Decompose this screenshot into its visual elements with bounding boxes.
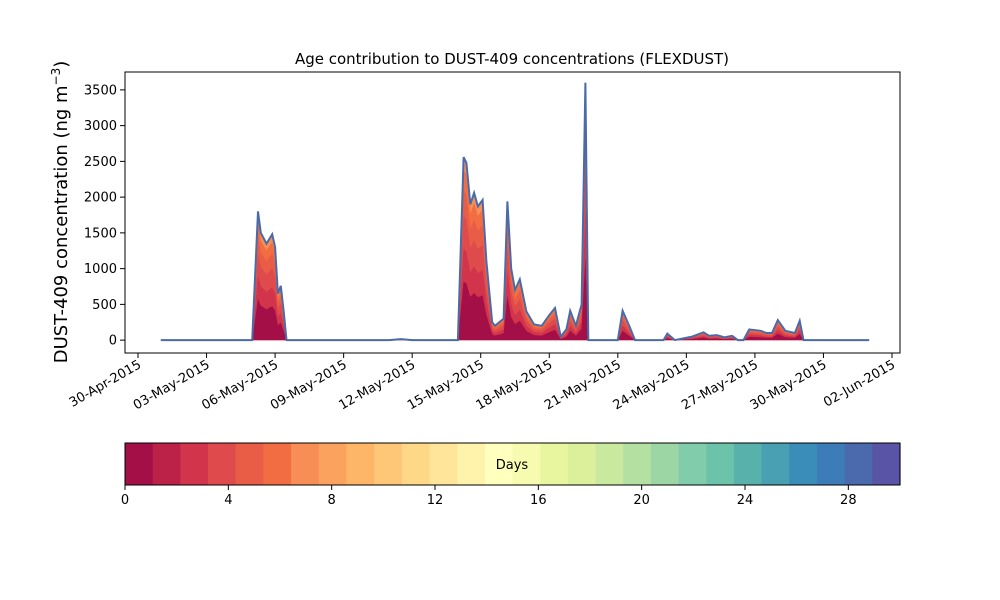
x-tick-label: 18-May-2015 [474,357,556,413]
colorbar-swatch [844,443,873,485]
colorbar-swatch [457,443,486,485]
colorbar-swatch [706,443,735,485]
total-concentration-line [160,82,870,342]
y-tick-label: 500 [92,298,117,313]
plot-frame [124,71,901,354]
colorbar-swatch [374,443,403,485]
colorbar-swatch [733,443,763,485]
x-tick-label: 06-May-2015 [199,357,281,413]
colorbar-swatch [650,443,680,485]
colorbar-swatch [318,443,348,485]
colorbar-swatch [789,443,818,485]
x-tick-label: 24-May-2015 [611,357,693,413]
x-tick-label: 21-May-2015 [542,357,624,413]
y-axis-label: DUST-409 concentration (ng m−3) [49,61,72,364]
colorbar-ticks: 0 4 8 12 16 20 24 28 [121,485,857,508]
y-axis-label-superscript: −3 [49,68,63,86]
colorbar-tick-label: 20 [633,493,650,508]
colorbar-frame [124,442,901,486]
colorbar-swatch [180,443,209,485]
x-axis-ticks: 30-Apr-201503-May-201506-May-201509-May-… [67,353,898,413]
x-tick-label: 09-May-2015 [268,357,350,413]
colorbar-swatch [567,443,597,485]
y-tick-label: 3500 [84,83,117,98]
y-tick-label: 2000 [84,191,117,206]
colorbar-swatch [595,443,624,485]
colorbar-tick-label: 8 [328,493,336,508]
colorbar-swatch [208,443,237,485]
y-tick-label: 0 [109,334,117,349]
colorbar-tick-label: 16 [530,493,547,508]
colorbar-swatch [512,443,541,485]
colorbar-swatch [401,443,431,485]
colorbar-tick-label: 28 [840,493,857,508]
colorbar-tick-label: 4 [224,493,232,508]
x-tick-label: 02-Jun-2015 [821,357,898,410]
y-tick-label: 1000 [84,262,117,277]
x-tick-label: 12-May-2015 [337,357,419,413]
colorbar-swatch [540,443,569,485]
age-colorbar [125,443,901,485]
x-tick-label: 03-May-2015 [131,357,213,413]
colorbar-swatch [235,443,264,485]
y-axis-label-close: ) [51,61,72,68]
colorbar-swatch [761,443,790,485]
colorbar-label: Days [496,458,529,473]
colorbar-tick-label: 0 [121,493,129,508]
x-tick-label: 15-May-2015 [405,357,487,413]
y-tick-label: 1500 [84,226,117,241]
colorbar-swatch [346,443,375,485]
y-tick-label: 2500 [84,155,117,170]
y-axis-label-main: DUST-409 concentration (ng m [51,85,72,363]
colorbar-swatch [678,443,707,485]
colorbar-swatch [872,443,901,485]
age-layers [160,82,870,341]
chart-title: Age contribution to DUST-409 concentrati… [295,50,729,68]
x-tick-label: 27-May-2015 [679,357,761,413]
colorbar-swatch [623,443,652,485]
colorbar-swatch [816,443,846,485]
colorbar-swatch [291,443,320,485]
colorbar-swatch [429,443,458,485]
colorbar-swatch [263,443,292,485]
colorbar-tick-label: 12 [427,493,444,508]
x-tick-label: 30-May-2015 [748,357,830,413]
colorbar-swatch [484,443,514,485]
colorbar-swatch [125,443,154,485]
colorbar-swatch [152,443,181,485]
colorbar-tick-label: 24 [737,493,754,508]
y-tick-label: 3000 [84,119,117,134]
y-axis-ticks: 0 500 1000 1500 2000 2500 3000 3500 [84,83,125,349]
